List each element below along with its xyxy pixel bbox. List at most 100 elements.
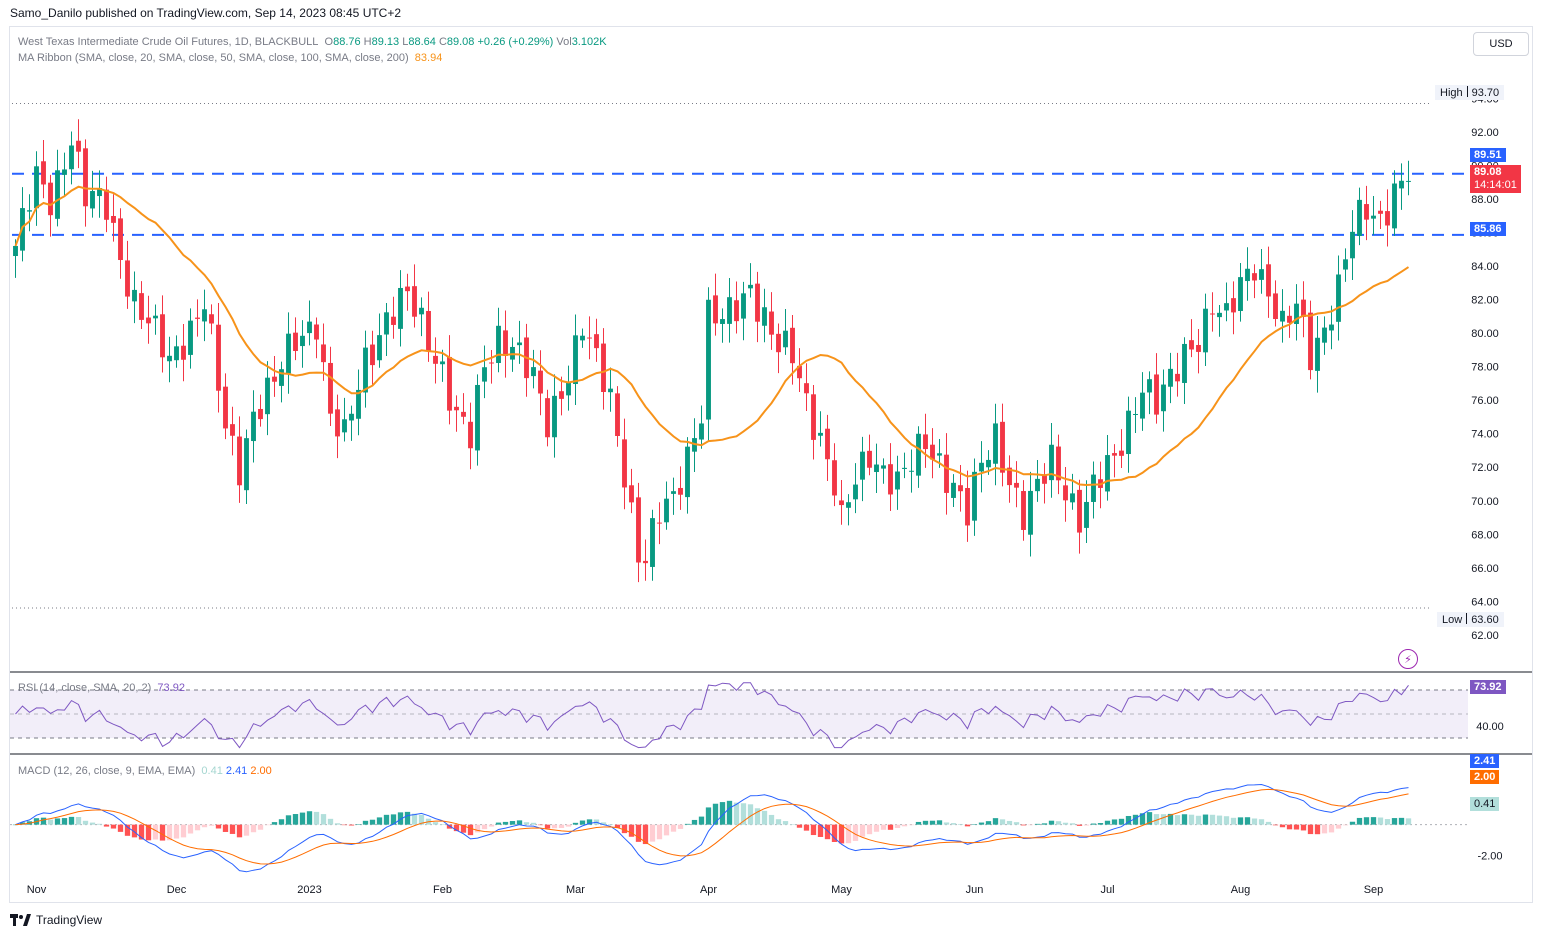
macd-histogram-bar: [285, 815, 292, 825]
macd-histogram-bar: [145, 824, 152, 841]
macd-histogram-bar: [1230, 817, 1237, 825]
macd-histogram-bar: [1090, 823, 1097, 825]
macd-histogram-bar: [75, 816, 82, 825]
macd-histogram-bar: [705, 807, 712, 825]
macd-histogram-bar: [61, 818, 68, 825]
macd-histogram-bar: [1349, 821, 1356, 825]
macd-histogram-bar: [110, 824, 117, 829]
symbol-title[interactable]: West Texas Intermediate Crude Oil Future…: [18, 36, 319, 48]
candle-body: [1301, 299, 1306, 317]
macd-line: [15, 783, 1409, 873]
price-axis-tick-label: 82.00: [1471, 295, 1499, 307]
low-marker-label: Low: [1442, 614, 1463, 626]
macd-histogram-bar: [1391, 818, 1398, 825]
macd-histogram-bar: [1342, 824, 1349, 826]
candle-body: [734, 300, 739, 322]
macd-histogram-bar: [803, 824, 810, 831]
candle-body: [293, 332, 298, 352]
candle-body: [153, 315, 158, 319]
low-marker-value: 63.60: [1471, 614, 1499, 626]
price-axis-tick-label: 88.00: [1471, 194, 1499, 206]
macd-title[interactable]: MACD (12, 26, close, 9, EMA, EMA): [18, 765, 196, 777]
candle-body: [55, 170, 60, 219]
rsi-badge: 73.92: [1470, 680, 1506, 694]
macd-histogram-bar: [271, 822, 278, 825]
macd-histogram-bar: [117, 824, 124, 832]
candle-body: [475, 384, 480, 451]
candle-body: [391, 316, 396, 325]
candle-body: [496, 325, 501, 364]
macd-histogram-bar: [845, 824, 852, 844]
candle-body: [944, 454, 949, 493]
macd-histogram-bar: [180, 824, 187, 838]
macd-histogram-bar: [1195, 815, 1202, 825]
candle-body: [650, 518, 655, 567]
candle-body: [552, 395, 557, 438]
candle-body: [748, 284, 753, 289]
macd-histogram-bar: [1055, 821, 1062, 825]
candle-body: [419, 307, 424, 315]
macd-histogram-bar: [82, 820, 89, 825]
candle-body: [713, 295, 718, 324]
rsi-title[interactable]: RSI (14, close, SMA, 20, 2): [18, 682, 152, 694]
macd-histogram-bar: [19, 822, 26, 825]
candle-body: [1070, 493, 1075, 503]
candle-body: [1203, 308, 1208, 353]
candle-body: [69, 145, 74, 170]
macd-histogram-bar: [712, 803, 719, 825]
macd-histogram-bar: [614, 824, 621, 828]
macd-histogram-bar: [229, 824, 236, 834]
macd-histogram-bar: [1328, 824, 1335, 833]
lightning-icon[interactable]: ⚡: [1398, 649, 1418, 669]
chart-frame[interactable]: [9, 26, 1533, 903]
macd-histogram-bar: [313, 811, 320, 825]
high-marker-label: High: [1440, 87, 1463, 99]
ma-ribbon-title[interactable]: MA Ribbon (SMA, close, 20, SMA, close, 5…: [18, 52, 409, 64]
candle-body: [104, 189, 109, 220]
candle-body: [160, 314, 165, 358]
candle-body: [853, 484, 858, 500]
macd-histogram-bar: [999, 819, 1006, 825]
candle-body: [993, 423, 998, 464]
candle-body: [1406, 180, 1411, 182]
candle-body: [965, 488, 970, 526]
currency-button[interactable]: USD: [1473, 32, 1529, 56]
candle-body: [958, 485, 963, 492]
macd-histogram-bar: [551, 824, 558, 829]
macd-histogram-bar: [915, 821, 922, 825]
candle-body: [573, 335, 578, 385]
macd-histogram-bar: [1398, 817, 1405, 825]
candle-body: [580, 335, 585, 341]
candle-body: [62, 169, 67, 175]
candle-body: [482, 367, 487, 382]
macd-histogram-bar: [460, 824, 467, 833]
last-price-value: 89.08: [1474, 166, 1502, 178]
macd-histogram-bar: [978, 822, 985, 825]
macd-histogram-bar: [957, 823, 964, 825]
candle-body: [1287, 315, 1292, 323]
macd-histogram-bar: [40, 817, 47, 825]
ma-legend: MA Ribbon (SMA, close, 20, SMA, close, 5…: [18, 52, 442, 64]
candle-body: [531, 367, 536, 377]
time-axis-tick-label: Jun: [966, 884, 984, 896]
candle-body: [426, 310, 431, 352]
macd-histogram-bar: [775, 819, 782, 825]
candle-body: [1021, 491, 1026, 530]
macd-histogram-bar: [54, 818, 61, 825]
macd-histogram-bar: [859, 824, 866, 837]
candle-body: [1105, 455, 1110, 492]
macd-histogram-bar: [691, 819, 698, 825]
candle-body: [1336, 274, 1341, 322]
publish-info: Samo_Danilo published on TradingView.com…: [10, 6, 402, 20]
candle-body: [1182, 343, 1187, 383]
candle-body: [1364, 204, 1369, 220]
candle-body: [1035, 478, 1040, 492]
candle-body: [1238, 277, 1243, 311]
footer-brand[interactable]: TradingView: [10, 913, 102, 927]
candle-body: [1000, 421, 1005, 473]
candle-body: [517, 342, 522, 346]
candle-body: [888, 464, 893, 495]
candle-body: [272, 376, 277, 382]
candle-body: [468, 421, 473, 449]
